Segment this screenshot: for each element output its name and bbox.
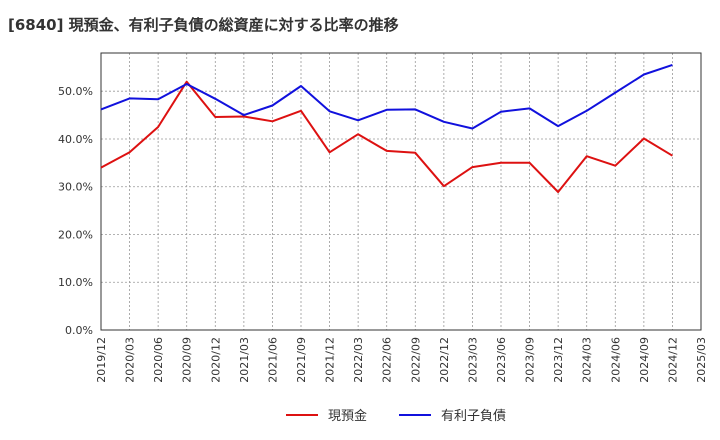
x-tick-label: 2020/06 xyxy=(152,337,165,383)
series-line-0 xyxy=(100,80,673,193)
x-tick-label: 2022/12 xyxy=(438,337,451,383)
series-line-1 xyxy=(100,63,673,130)
y-tick-label: 10.0% xyxy=(58,276,93,289)
x-tick-label: 2023/03 xyxy=(466,337,479,383)
y-tick-label: 40.0% xyxy=(58,133,93,146)
chart-title: [6840] 現預金、有利子負債の総資産に対する比率の推移 xyxy=(8,16,399,34)
axes xyxy=(100,52,702,331)
x-tick-label: 2023/06 xyxy=(495,337,508,383)
x-tick-label: 2020/12 xyxy=(209,337,222,383)
x-tick-label: 2021/12 xyxy=(324,337,337,383)
x-tick-label: 2023/12 xyxy=(552,337,565,383)
x-tick-label: 2020/03 xyxy=(124,337,137,383)
x-tick-label: 2024/09 xyxy=(638,337,651,383)
x-tick-label: 2024/06 xyxy=(609,337,622,383)
y-tick-label: 20.0% xyxy=(58,228,93,241)
x-tick-label: 2019/12 xyxy=(95,337,108,383)
legend-label-0: 現預金 xyxy=(328,408,367,424)
x-tick-label: 2021/03 xyxy=(238,337,251,383)
x-tick-label: 2022/09 xyxy=(409,337,422,383)
x-tick-label: 2020/09 xyxy=(181,337,194,383)
x-tick-label: 2021/09 xyxy=(295,337,308,383)
x-tick-labels: 2019/12 2020/03 2020/06 2020/09 2020/12 2021/… xyxy=(95,337,708,383)
y-tick-label: 50.0% xyxy=(58,85,93,98)
series-lines xyxy=(100,63,673,193)
grid xyxy=(101,53,701,330)
plot-frame xyxy=(100,52,702,331)
x-tick-label: 2025/03 xyxy=(695,337,708,383)
x-tick-label: 2023/09 xyxy=(524,337,537,383)
legend-label-1: 有利子負債 xyxy=(441,409,506,424)
y-tick-label: 0.0% xyxy=(65,324,93,337)
y-tick-labels: 0.0% 10.0% 20.0% 30.0% 40.0% 50.0% xyxy=(58,85,93,337)
y-tick-label: 30.0% xyxy=(58,181,93,194)
x-tick-label: 2022/06 xyxy=(381,337,394,383)
legend: 現預金 有利子負債 xyxy=(286,408,506,424)
x-tick-label: 2022/03 xyxy=(352,337,365,383)
x-tick-label: 2024/03 xyxy=(581,337,594,383)
x-tick-label: 2021/06 xyxy=(266,337,279,383)
x-tick-label: 2024/12 xyxy=(666,337,679,383)
